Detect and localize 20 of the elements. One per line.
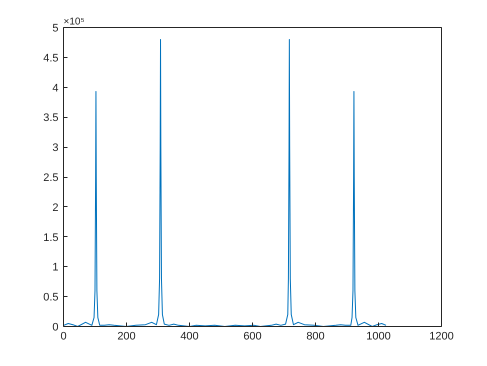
x-tick-label: 200 — [117, 330, 136, 342]
y-tick-label: 2.5 — [43, 172, 59, 184]
y-tick-label: 0 — [52, 322, 59, 334]
x-tick-label: 800 — [306, 330, 325, 342]
y-tick-label: 1.5 — [43, 232, 59, 244]
x-tick-label: 0 — [60, 330, 67, 342]
y-tick-label: 0.5 — [43, 292, 59, 304]
x-tick-label: 1200 — [429, 330, 454, 342]
y-tick-label: 5 — [52, 22, 59, 34]
x-tick-label: 400 — [180, 330, 199, 342]
x-tick-label: 600 — [243, 330, 262, 342]
y-tick-label: 4 — [52, 82, 59, 94]
text: ×10⁵ — [64, 16, 85, 28]
x-tick-label: 1000 — [366, 330, 391, 342]
y-tick-label: 3 — [52, 142, 59, 154]
y-tick-label: 3.5 — [43, 112, 59, 124]
y-tick-label: 4.5 — [43, 52, 59, 64]
y-tick-label: 2 — [52, 202, 59, 214]
y-tick-label: 1 — [52, 262, 59, 274]
line-series — [64, 38, 387, 326]
